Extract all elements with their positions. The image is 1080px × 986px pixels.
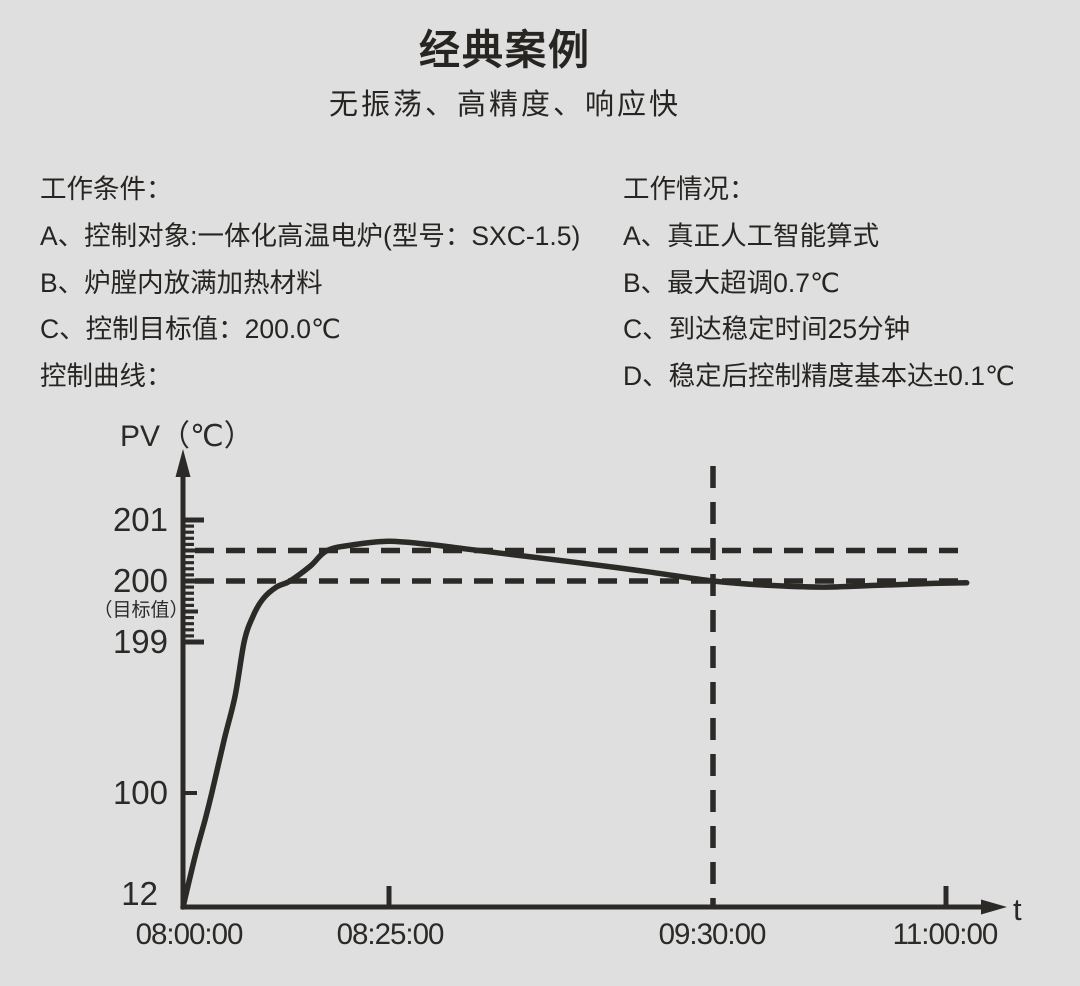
x-axis-arrowhead <box>981 899 1007 915</box>
x-tick-label: 08:25:00 <box>337 918 444 951</box>
result-item-b: B、最大超调0.7℃ <box>623 267 840 298</box>
control-curve-label: 控制曲线： <box>40 361 173 392</box>
chart-axes <box>175 449 1007 915</box>
result-item-c: C、到达稳定时间25分钟 <box>623 314 911 345</box>
condition-item-c: C、控制目标值：200.0℃ <box>40 314 341 345</box>
y-axis-target-note: （目标值） <box>93 599 188 621</box>
working-conditions-column: 工作条件： A、控制对象:一体化高温电炉(型号：SXC-1.5) B、炉膛内放满… <box>40 166 580 400</box>
y-axis-title: PV（℃） <box>120 420 254 453</box>
x-tick-label: 09:30:00 <box>659 918 766 951</box>
page-title: 经典案例 <box>419 27 591 73</box>
x-tick-label: 11:00:00 <box>893 918 998 951</box>
working-results-heading: 工作情况： <box>623 174 756 204</box>
pv-curve-line <box>180 538 970 910</box>
x-axis-title: t <box>1013 892 1022 927</box>
page-subtitle: 无振荡、高精度、响应快 <box>328 89 681 121</box>
y-axis-arrowhead <box>175 449 191 477</box>
result-item-a: A、真正人工智能算式 <box>623 220 880 251</box>
y-tick-label: 199 <box>113 623 168 660</box>
working-conditions-heading: 工作条件： <box>40 174 173 204</box>
x-tick-label: 08:00:00 <box>136 918 243 951</box>
working-results-column: 工作情况： A、真正人工智能算式 B、最大超调0.7℃ C、到达稳定时间25分钟… <box>623 166 1015 400</box>
y-tick-label: 12 <box>121 875 158 912</box>
condition-item-a: A、控制对象:一体化高温电炉(型号：SXC-1.5) <box>40 220 581 251</box>
y-tick-label: 200 <box>113 562 168 599</box>
axis-tick-marks <box>183 517 949 905</box>
y-tick-label: 100 <box>113 774 168 811</box>
result-item-d: D、稳定后控制精度基本达±0.1℃ <box>623 361 1015 392</box>
dashed-guide-lines <box>195 466 968 905</box>
condition-item-b: B、炉膛内放满加热材料 <box>40 267 323 298</box>
y-tick-label: 201 <box>113 501 168 538</box>
axis-labels: PV（℃） t 201 200 199 100 12 （目标值） 08:00:00 08:25:0… <box>93 420 1022 951</box>
